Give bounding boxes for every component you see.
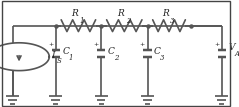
- Text: 3: 3: [170, 17, 175, 25]
- Text: +: +: [214, 42, 219, 47]
- Text: V: V: [228, 43, 235, 52]
- Text: C: C: [108, 47, 114, 56]
- Text: C: C: [62, 47, 69, 56]
- Text: S: S: [57, 57, 62, 65]
- Text: +: +: [140, 42, 145, 47]
- Text: A: A: [234, 50, 239, 57]
- Text: C: C: [154, 47, 161, 56]
- Text: 2: 2: [125, 17, 130, 25]
- Text: 2: 2: [114, 54, 118, 62]
- Text: I: I: [52, 51, 55, 60]
- Text: R: R: [117, 9, 124, 18]
- Text: R: R: [162, 9, 169, 18]
- Text: +: +: [93, 42, 98, 47]
- Text: 1: 1: [68, 54, 73, 62]
- Text: 3: 3: [160, 54, 165, 62]
- Text: R: R: [71, 9, 78, 18]
- Text: 1: 1: [80, 17, 84, 25]
- Text: +: +: [48, 42, 53, 47]
